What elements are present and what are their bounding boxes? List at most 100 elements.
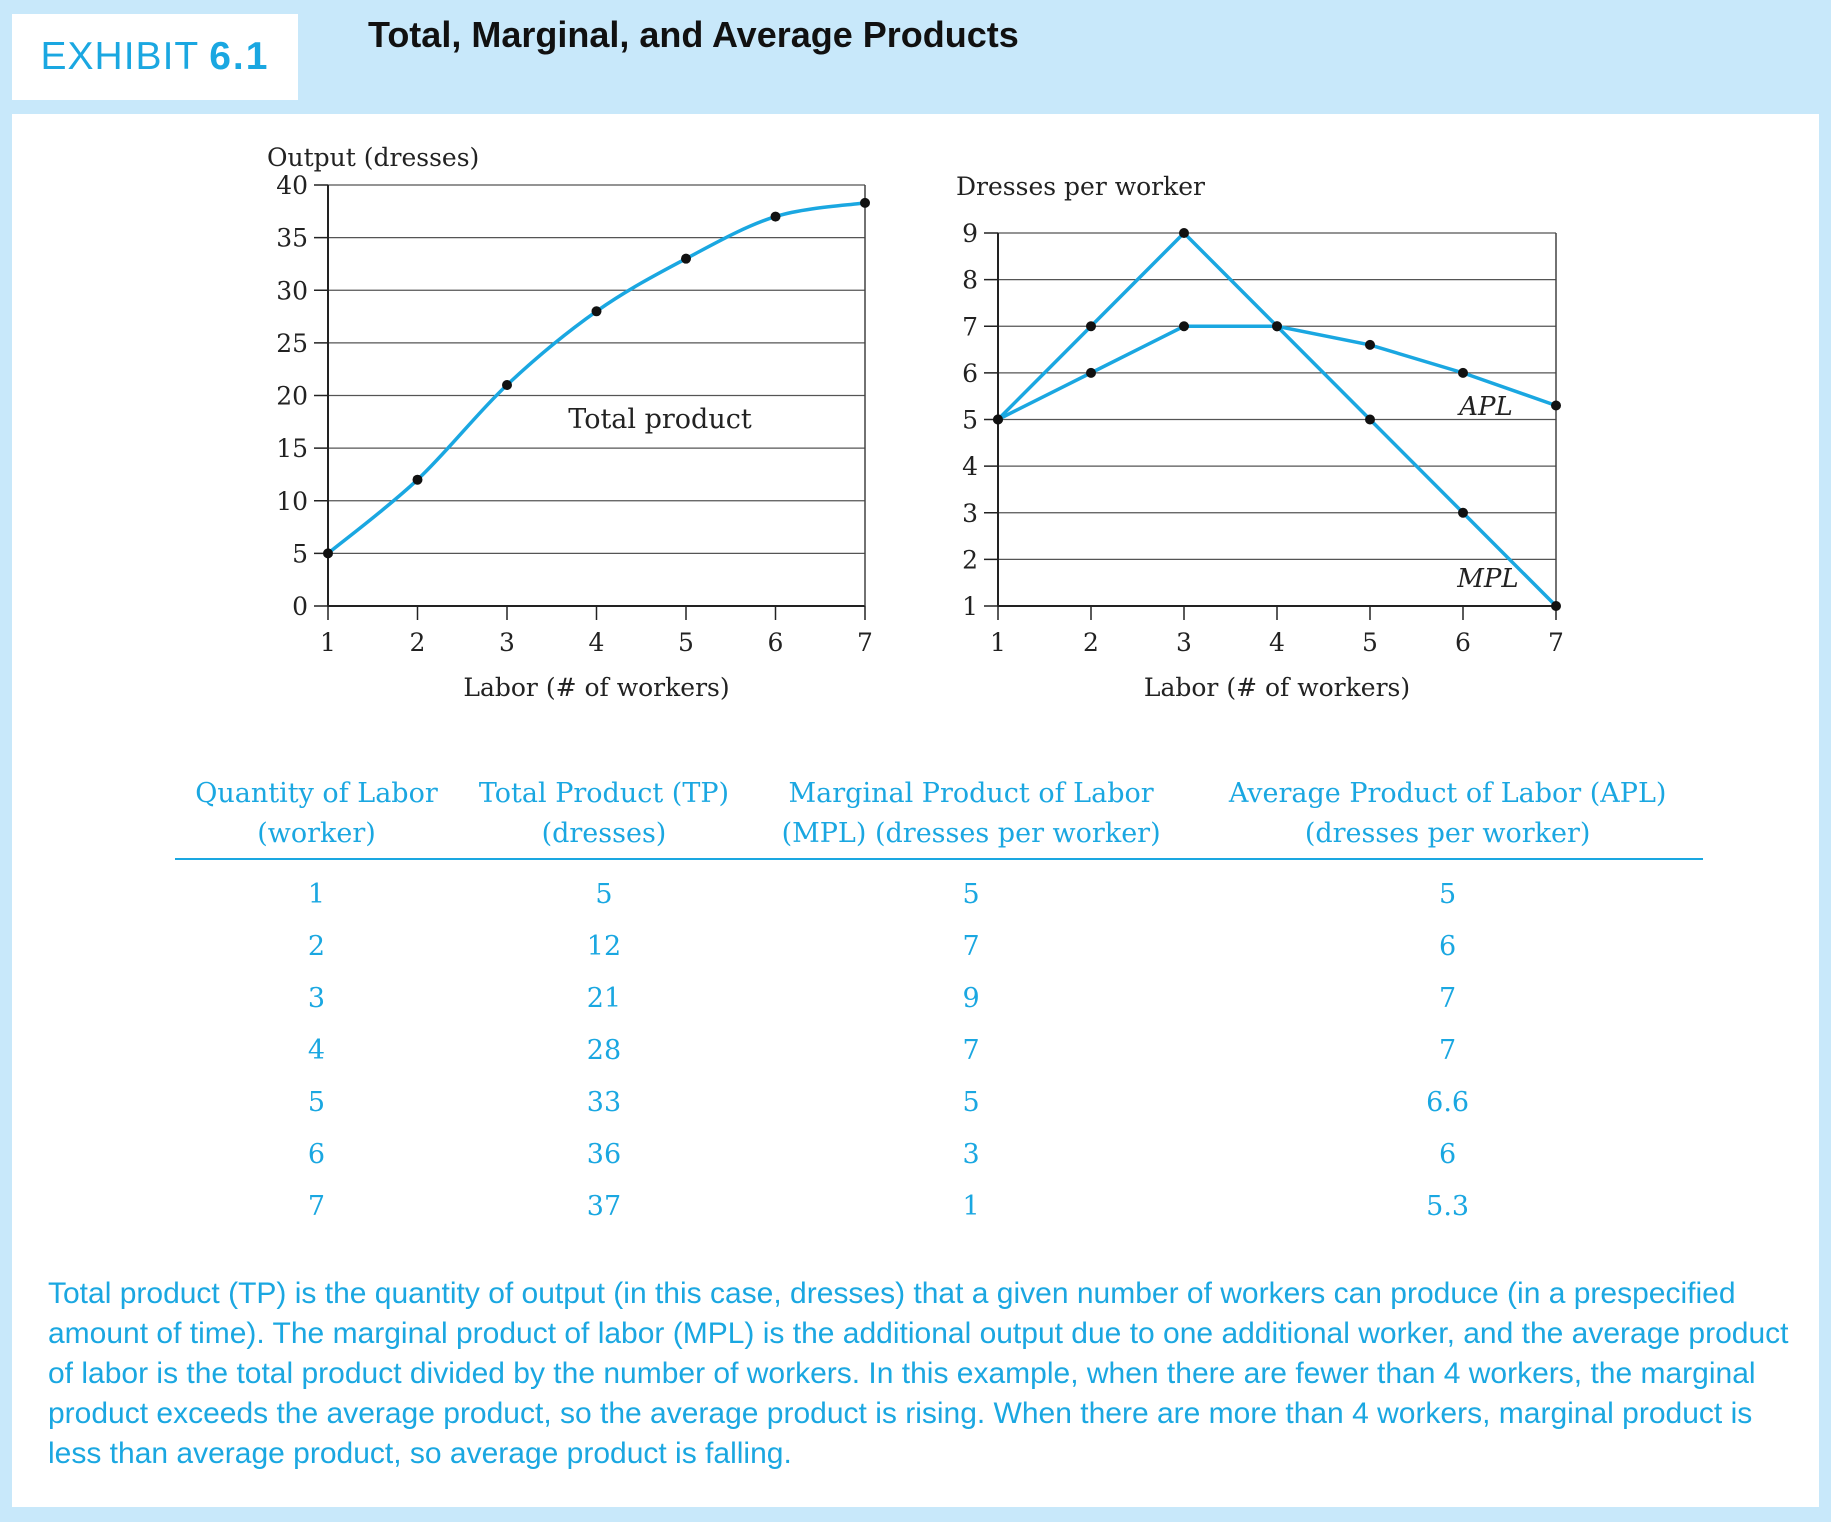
data-point	[591, 306, 602, 317]
x-tick-label: 5	[678, 628, 694, 657]
x-tick-label: 6	[1455, 628, 1471, 657]
header-labor: Quantity of Labor (worker)	[175, 774, 458, 860]
data-point	[1272, 321, 1282, 332]
data-point	[1365, 414, 1375, 425]
series-label: Total product	[568, 404, 752, 435]
table-header-row: Quantity of Labor (worker) Total Product …	[175, 774, 1703, 860]
table-cell: 5	[1439, 878, 1457, 910]
data-point	[860, 197, 870, 208]
y-axis-label: Dresses per worker	[956, 172, 1205, 201]
header-labor-line1: Quantity of Labor	[195, 778, 438, 809]
table-row: 2 12 7 6	[175, 920, 1703, 972]
header-mpl: Marginal Product of Labor (MPL) (dresses …	[749, 774, 1193, 860]
y-tick-label: 2	[962, 545, 978, 574]
data-point	[770, 211, 781, 222]
header-apl: Average Product of Labor (APL) (dresses p…	[1192, 774, 1703, 860]
table-cell: 7	[962, 930, 980, 962]
exhibit-title: Total, Marginal, and Average Products	[368, 14, 1019, 55]
table-cell: 2	[307, 930, 326, 962]
table-row: 4 28 7 7	[175, 1024, 1703, 1076]
table-cell: 7	[307, 1190, 326, 1222]
table-row: 5 33 5 6.6	[175, 1076, 1703, 1128]
y-tick-label: 9	[962, 219, 978, 248]
y-tick-label: 1	[962, 592, 978, 621]
table-cell: 12	[586, 930, 622, 962]
y-tick-label: 8	[962, 266, 978, 295]
x-tick-label: 4	[589, 628, 605, 657]
table-cell: 6.6	[1426, 1086, 1470, 1118]
y-tick-label: 7	[962, 312, 978, 341]
exhibit-tag: EXHIBIT 6.1	[12, 14, 298, 100]
caption: Total product (TP) is the quantity of ou…	[48, 1277, 1789, 1470]
data-point	[1086, 321, 1096, 332]
data-point	[323, 548, 333, 559]
y-tick-label: 4	[962, 452, 978, 481]
x-tick-label: 4	[1269, 628, 1285, 657]
table-cell: 37	[586, 1190, 622, 1222]
table-cell: 3	[962, 1138, 980, 1170]
data-point	[1551, 400, 1561, 411]
header-tp-line1: Total Product (TP)	[478, 778, 730, 809]
table-cell: 6	[1439, 1138, 1457, 1170]
y-tick-label: 3	[962, 499, 978, 528]
table-cell: 7	[1439, 982, 1457, 1014]
table-cell: 5	[962, 1086, 980, 1118]
table-cell: 6	[1439, 930, 1457, 962]
table-cell: 1	[962, 1190, 980, 1222]
table-cell: 9	[962, 982, 980, 1014]
x-tick-label: 3	[499, 628, 515, 657]
data-point	[1179, 228, 1189, 238]
x-tick-label: 7	[857, 628, 873, 657]
table-row: 6 36 3 6	[175, 1128, 1703, 1180]
y-tick-label: 15	[276, 434, 308, 463]
table-cell: 5	[962, 878, 980, 910]
data-point	[1458, 367, 1468, 378]
x-tick-label: 1	[320, 628, 336, 657]
table-row: 7 37 1 5.3	[175, 1180, 1703, 1232]
y-tick-label: 5	[292, 539, 308, 568]
data-point	[412, 474, 423, 485]
y-tick-label: 20	[276, 382, 308, 411]
table-cell: 5	[307, 1086, 326, 1118]
header-labor-line2: (worker)	[257, 818, 376, 849]
x-tick-label: 7	[1548, 628, 1564, 657]
y-axis-label: Output (dresses)	[267, 143, 479, 172]
y-tick-label: 6	[962, 359, 978, 388]
data-point	[502, 379, 512, 390]
table-cell: 28	[586, 1034, 622, 1066]
x-tick-label: 6	[768, 628, 784, 657]
data-table: Quantity of Labor (worker) Total Product …	[175, 774, 1703, 1232]
header-mpl-line2: (MPL) (dresses per worker)	[781, 818, 1161, 849]
table-cell: 1	[307, 878, 326, 910]
data-point	[1551, 601, 1561, 611]
y-tick-label: 35	[276, 224, 308, 253]
x-tick-label: 1	[990, 628, 1006, 657]
y-tick-label: 40	[276, 171, 308, 200]
data-point	[1458, 507, 1468, 518]
x-tick-label: 2	[410, 628, 426, 657]
series-label: MPL	[1456, 564, 1518, 594]
header-tp: Total Product (TP) (dresses)	[458, 774, 750, 860]
x-axis-label: Labor (# of workers)	[463, 673, 729, 702]
y-tick-label: 0	[292, 592, 308, 621]
header-tp-line2: (dresses)	[541, 818, 667, 849]
mpl-apl-chart: 1 2 3 4 5 6 7 8 9 1 2 3 4 5 6 7 Labor (# of workers) Dres…	[956, 172, 1564, 702]
table-row: 3 21 9 7	[175, 972, 1703, 1024]
data-point	[681, 253, 691, 264]
header-mpl-line1: Marginal Product of Labor	[788, 778, 1154, 809]
header-apl-line1: Average Product of Labor (APL)	[1228, 778, 1667, 809]
table-cell: 7	[1439, 1034, 1457, 1066]
exhibit-label: EXHIBIT	[40, 35, 200, 78]
y-tick-label: 25	[276, 329, 308, 358]
y-tick-label: 10	[276, 487, 308, 516]
x-axis-label: Labor (# of workers)	[1144, 673, 1410, 702]
x-tick-label: 3	[1176, 628, 1192, 657]
exhibit-panel: 0 5 10 15 20 25 30 35 40 1 2 3 4 5 6 7 Labor (# of worke…	[12, 114, 1819, 1507]
data-point	[1086, 367, 1096, 378]
y-tick-label: 5	[962, 406, 978, 435]
exhibit-number: 6.1	[209, 35, 270, 78]
header-apl-line2: (dresses per worker)	[1304, 818, 1591, 849]
table-cell: 21	[586, 982, 622, 1014]
